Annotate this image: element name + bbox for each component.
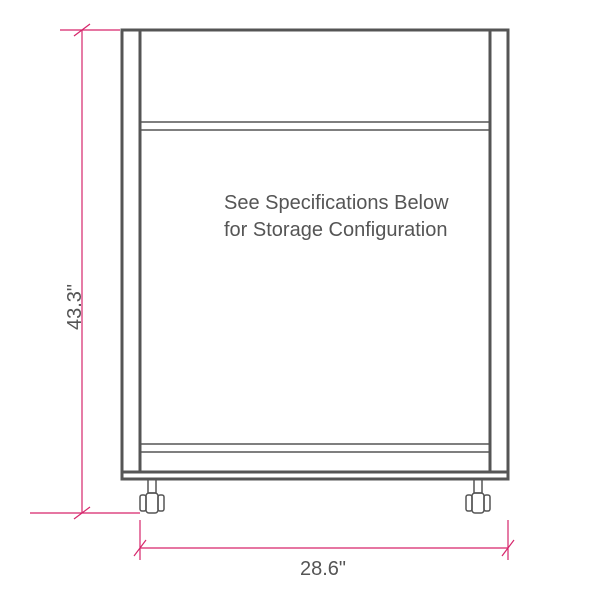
drawing-svg <box>0 0 600 600</box>
caster-right <box>466 479 490 513</box>
dimension-height-label: 43.3" <box>64 284 87 330</box>
dimension-width-label: 28.6" <box>300 558 346 581</box>
casters <box>140 479 490 513</box>
specification-note: See Specifications Below for Storage Con… <box>224 190 449 244</box>
diagram-canvas: See Specifications Below for Storage Con… <box>0 0 600 600</box>
dimension-width <box>134 520 514 560</box>
caster-left <box>140 479 164 513</box>
cabinet-outline <box>122 30 508 479</box>
